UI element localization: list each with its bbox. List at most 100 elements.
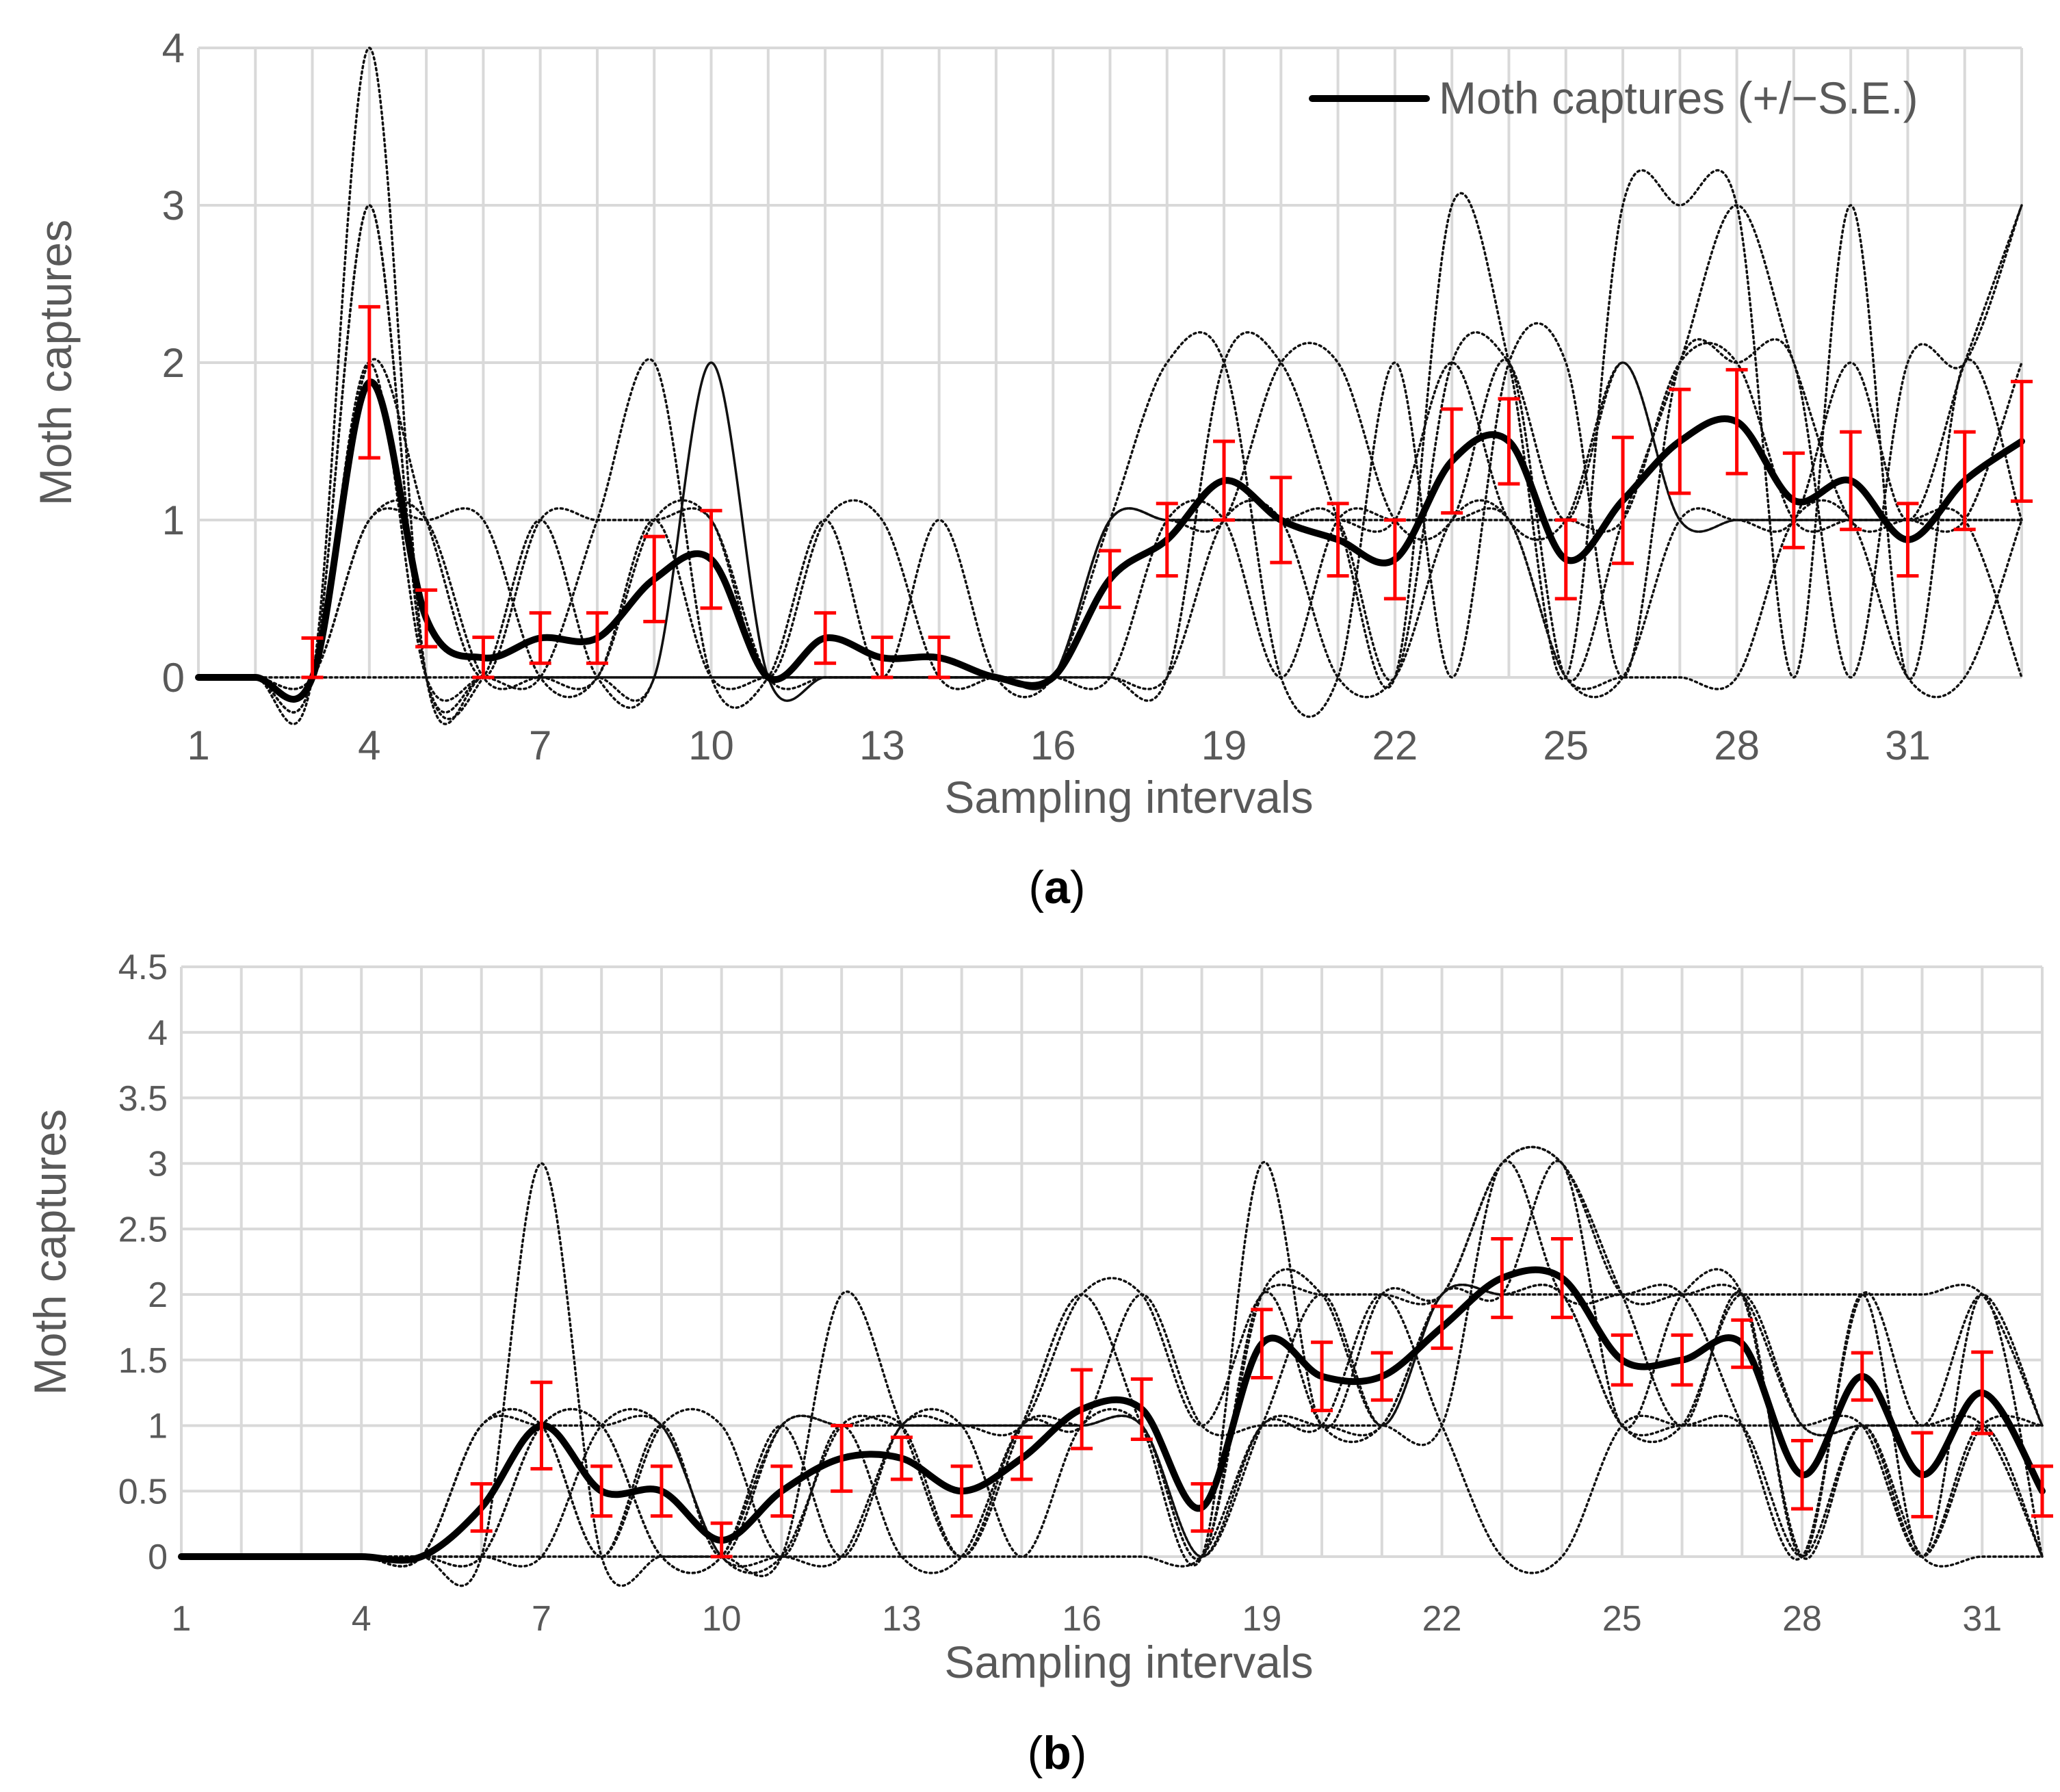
panel-b-error-bar [2031, 1464, 2053, 1518]
panel-a-x-tick-labels: 1 4 7 10 13 16 19 22 25 28 31 [187, 723, 1931, 768]
panel-a-y-tick-label: 4 [162, 25, 185, 71]
panel-a-error-bar [2011, 380, 2033, 503]
panel-a-mean-line [195, 378, 2025, 703]
panel-b-error-bar [1431, 1304, 1453, 1350]
panel-a-error-bar [1669, 387, 1691, 495]
panel-a-error-bar [1782, 451, 1805, 549]
panel-b-y-tick-label: 1.5 [118, 1341, 168, 1381]
panel-a-error-bar [871, 635, 894, 679]
panel-b-error-bar [530, 1380, 553, 1471]
panel-a-x-tick-label: 25 [1543, 723, 1589, 768]
panel-b-label: b [1043, 1727, 1071, 1779]
panel-a-trap-line-1 [197, 47, 2023, 725]
panel-a-label: a [1044, 861, 1071, 913]
panel-b-error-bar [1971, 1350, 1994, 1436]
panel-a-mean-series [195, 378, 2025, 703]
panel-b-error-bar [1611, 1333, 1633, 1387]
panel-b-error-bar [1551, 1236, 1574, 1319]
panel-b-error-bar [710, 1521, 733, 1559]
panel-b-error-bar [1190, 1482, 1213, 1533]
panel-b-y-tick-label: 2 [148, 1275, 168, 1315]
panel-b-mean-line [178, 1266, 2046, 1564]
panel-b-x-tick-label: 4 [352, 1599, 371, 1639]
panel-a-error-bar [358, 304, 380, 460]
panel-b-y-tick-label: 0 [148, 1537, 168, 1577]
legend-label: Moth captures (+/−S.E.) [1439, 73, 1918, 123]
panel-a-x-tick-label: 1 [187, 723, 209, 768]
panel-b-x-tick-label: 31 [1962, 1599, 2002, 1639]
panel-b-error-bar [1011, 1436, 1033, 1481]
panel-b-error-bar [1071, 1368, 1093, 1451]
legend: Moth captures (+/−S.E.) [1309, 73, 1918, 123]
panel-a-x-tick-label: 10 [688, 723, 734, 768]
panel-a-x-tick-label: 7 [529, 723, 551, 768]
panel-b-error-bar [770, 1464, 793, 1518]
panel-b-trap-line-1 [180, 1145, 2044, 1587]
panel-a-error-bar [1896, 502, 1919, 578]
panel-b-error-bar [1491, 1236, 1513, 1319]
panel-b-grid [180, 965, 2044, 1558]
panel-a-error-bar [1953, 430, 1976, 532]
panel-a-y-tick-label: 0 [162, 655, 185, 701]
panel-a-x-tick-label: 16 [1030, 723, 1076, 768]
panel-a-error-bar [1213, 439, 1236, 522]
panel-a-error-bar [1383, 518, 1406, 601]
panel-a-error-bar [643, 534, 666, 623]
panel-b-x-tick-label: 16 [1062, 1599, 1101, 1639]
panel-b-x-tick-label: 22 [1422, 1599, 1462, 1639]
panel-a-error-bar [415, 588, 438, 649]
panel-a-error-bar [1156, 502, 1178, 578]
panel-a-error-bar [814, 611, 837, 665]
panel-a-error-bar [1441, 407, 1463, 515]
panel-a-error-bar [1725, 367, 1748, 476]
panel-b-error-bar [890, 1436, 913, 1481]
panel-b-caption: (b) [1028, 1727, 1087, 1779]
panel-b-trap-line-2 [180, 1145, 2044, 1574]
panel-b-error-bar [1370, 1351, 1393, 1402]
panel-a-error-bar [586, 611, 608, 665]
panel-a-x-tick-label: 4 [358, 723, 380, 768]
panel-a-error-bar [301, 636, 324, 679]
panel-a-x-axis-title: Sampling intervals [944, 772, 1313, 822]
panel-b-x-tick-labels: 1 4 7 10 13 16 19 22 25 28 31 [172, 1599, 2003, 1639]
panel-b-error-bars [470, 1236, 2053, 1559]
panel-b-trap-line-8 [180, 1293, 2044, 1574]
panel-a-error-bar [1099, 549, 1121, 610]
panel-a-x-tick-label: 31 [1885, 723, 1931, 768]
panel-b-y-tick-label: 4.5 [118, 948, 168, 987]
panel-a-trap-line-7 [197, 499, 2023, 699]
panel-a-y-tick-label: 1 [162, 497, 185, 543]
panel-b-error-bar [590, 1464, 613, 1518]
panel-b-error-bar [470, 1482, 493, 1533]
panel-b-x-tick-label: 19 [1242, 1599, 1281, 1639]
panel-a-error-bar [529, 611, 551, 665]
panel-b-mean-series [178, 1266, 2046, 1564]
panel-a-error-bar [472, 635, 495, 679]
panel-b-error-bar [1311, 1340, 1333, 1412]
panel-b-x-axis-title: Sampling intervals [944, 1637, 1313, 1687]
panel-a-x-tick-label: 19 [1201, 723, 1247, 768]
panel-b-y-tick-label: 3.5 [118, 1079, 168, 1119]
panel-b-x-tick-label: 25 [1602, 1599, 1642, 1639]
panel-b-error-bar [1731, 1318, 1753, 1369]
panel-a-error-bar [1498, 397, 1520, 486]
panel-b-trap-line-7 [180, 1284, 2044, 1568]
panel-b-error-bar [1251, 1308, 1273, 1380]
panel-b-error-bar [950, 1464, 973, 1518]
panel-a-x-tick-label: 13 [859, 723, 905, 768]
panel-b-x-tick-label: 7 [532, 1599, 551, 1639]
panel-a-error-bar [928, 635, 950, 679]
panel-b-error-bar [1671, 1333, 1693, 1387]
panel-b-error-bar [1791, 1438, 1814, 1511]
panel-b-y-tick-label: 3 [148, 1145, 168, 1184]
panel-b-y-axis-title: Moth captures [25, 1109, 75, 1395]
panel-b-x-tick-label: 10 [702, 1599, 742, 1639]
panel-a-error-bar [1327, 502, 1349, 578]
panel-b-error-bar [650, 1464, 673, 1518]
panel-b-error-bar [1130, 1377, 1153, 1442]
panel-a-x-tick-label: 22 [1372, 723, 1418, 768]
panel-b-error-bar [1911, 1431, 1933, 1519]
panel-a-trap-line-8 [197, 499, 2023, 699]
panel-a-error-bar [1612, 435, 1634, 565]
